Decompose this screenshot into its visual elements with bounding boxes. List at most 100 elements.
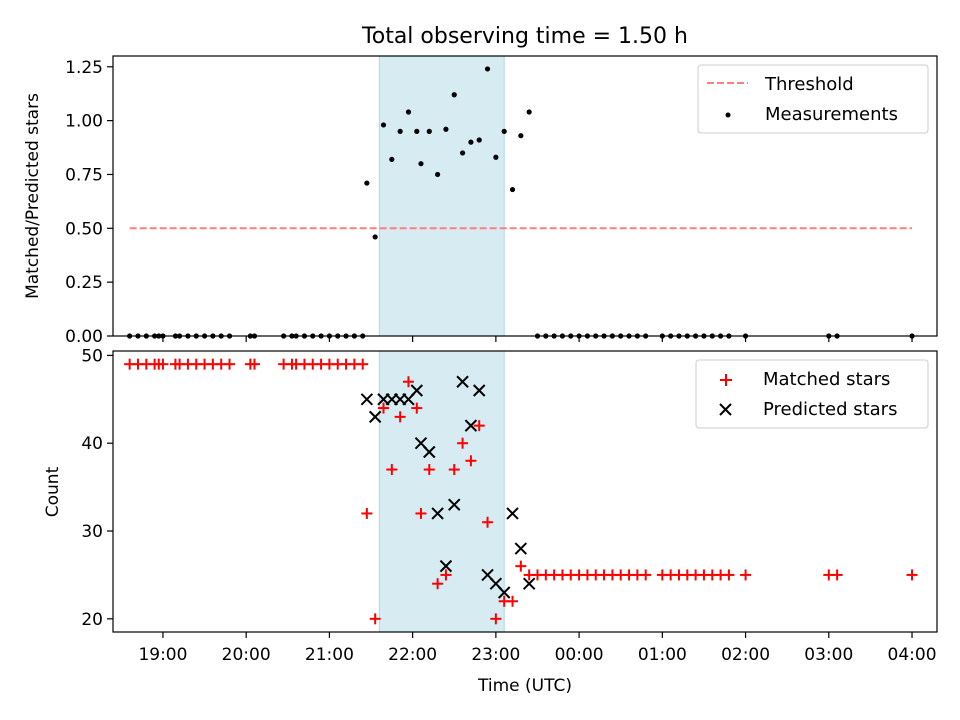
measurement-point: [372, 234, 378, 240]
predicted-star-point: [360, 393, 374, 406]
x-tick-label: 23:00: [471, 645, 520, 665]
measurement-point: [501, 128, 507, 134]
predicted-star-point: [497, 586, 511, 599]
top-y-tick-label: 1.25: [65, 58, 103, 78]
matched-star-point: [640, 569, 652, 581]
predicted-star-point: [506, 507, 519, 520]
top-y-ticks: 0.00 0.25 0.50 0.75 1.00 1.25: [65, 58, 113, 347]
bottom-y-ticks: 20 30 40 50: [81, 346, 113, 630]
top-panel: 0.00 0.25 0.50 0.75 1.00 1.25 Matched/Predict…: [23, 55, 938, 347]
matched-star-point: [386, 464, 398, 476]
top-y-tick-label: 1.00: [65, 112, 103, 132]
measurement-point: [443, 126, 449, 132]
x-tick-label: 19:00: [138, 645, 187, 665]
predicted-star-point: [368, 410, 382, 424]
matched-star-point: [357, 358, 369, 370]
measurement-point: [418, 161, 424, 167]
predicted-legend-label: Predicted stars: [763, 399, 897, 420]
measurement-point: [435, 171, 441, 178]
predicted-star-point: [464, 419, 478, 432]
measurement-point: [518, 133, 524, 139]
matched-star-point: [465, 455, 477, 467]
x-tick-label: 02:00: [721, 645, 770, 665]
x-tick-label: 01:00: [638, 645, 687, 665]
matched-star-point: [448, 464, 460, 476]
measurement-point: [509, 186, 516, 193]
matched-star-point: [361, 507, 373, 519]
predicted-star-point: [410, 384, 424, 397]
measurement-point: [526, 109, 532, 115]
predicted-star-point: [448, 498, 461, 511]
bottom-plot-marks: [124, 358, 918, 625]
matched-star-point: [224, 358, 236, 370]
matched-star-point: [432, 578, 444, 590]
x-axis-label: Time (UTC): [477, 676, 572, 696]
matched-star-point: [473, 420, 485, 432]
measurement-point: [364, 180, 370, 186]
matched-star-point: [157, 358, 169, 370]
threshold-legend-label: Threshold: [764, 74, 854, 95]
measurement-point: [451, 92, 457, 98]
matched-star-point: [248, 358, 260, 370]
matched-star-point: [831, 569, 843, 581]
predicted-legend-swatch: [719, 403, 732, 416]
measurement-point: [380, 122, 387, 128]
matched-star-point: [440, 569, 452, 581]
measurement-point: [397, 128, 403, 134]
bottom-legend: Matched stars Predicted stars: [695, 359, 929, 429]
top-legend-box: [697, 64, 929, 134]
matched-star-point: [515, 560, 527, 572]
top-plot-marks: [127, 66, 915, 339]
bottom-y-tick-label: 50: [81, 346, 103, 366]
bottom-legend-box: [695, 359, 929, 429]
top-x-ticks: [162, 336, 913, 342]
predicted-star-point: [423, 445, 436, 459]
predicted-star-point: [514, 542, 528, 555]
top-y-tick-label: 0.25: [65, 273, 103, 293]
top-axes-frame: [112, 55, 938, 337]
measurement-point: [468, 139, 474, 145]
measurements-legend-swatch: [725, 112, 731, 118]
matched-star-point: [411, 402, 423, 414]
matched-star-point: [423, 464, 435, 476]
x-tick-label: 21:00: [305, 645, 354, 665]
bottom-y-tick-label: 40: [81, 434, 103, 454]
top-y-axis-label: Matched/Predicted stars: [23, 93, 43, 299]
predicted-star-point: [439, 559, 453, 573]
matched-star-point: [457, 437, 469, 449]
chart-title: Total observing time = 1.50 h: [361, 24, 688, 49]
matched-star-point: [740, 569, 752, 581]
bottom-y-axis-label: Count: [43, 466, 63, 517]
matched-star-point: [507, 595, 519, 607]
predicted-star-point: [431, 507, 444, 520]
matched-star-point: [378, 402, 390, 414]
top-y-tick-label: 0.50: [65, 219, 103, 239]
predicted-star-point: [522, 577, 536, 590]
measurement-point: [484, 66, 491, 72]
measurement-point: [459, 150, 466, 156]
bottom-y-tick-label: 20: [81, 610, 103, 630]
top-highlight-span: [378, 55, 505, 337]
x-tick-label: 03:00: [804, 645, 853, 665]
bottom-panel: 20 30 40 50 19:00 20:00 21:00 22:00 23:00 00:00 0…: [43, 346, 938, 696]
predicted-star-point: [473, 384, 486, 397]
measurements-legend-label: Measurements: [765, 104, 898, 125]
x-tick-label: 00:00: [555, 645, 604, 665]
matched-star-point: [490, 613, 502, 625]
bottom-x-ticks: 19:00 20:00 21:00 22:00 23:00 00:00 01:00 02:00…: [138, 632, 937, 665]
top-legend: Threshold Measurements: [697, 64, 929, 134]
measurement-point: [426, 128, 432, 134]
top-y-tick-label: 0.00: [65, 327, 103, 347]
bottom-y-tick-label: 30: [81, 522, 103, 542]
measurement-point: [414, 128, 420, 134]
x-tick-label: 20:00: [222, 645, 271, 665]
x-tick-label: 04:00: [888, 645, 937, 665]
predicted-star-point: [456, 375, 469, 388]
measurement-point: [389, 156, 395, 162]
matched-star-point: [402, 376, 414, 388]
matched-star-point: [723, 569, 735, 581]
matched-star-point: [415, 507, 427, 519]
measurement-point: [493, 154, 499, 160]
matched-legend-label: Matched stars: [763, 369, 890, 390]
measurement-point: [476, 137, 482, 143]
